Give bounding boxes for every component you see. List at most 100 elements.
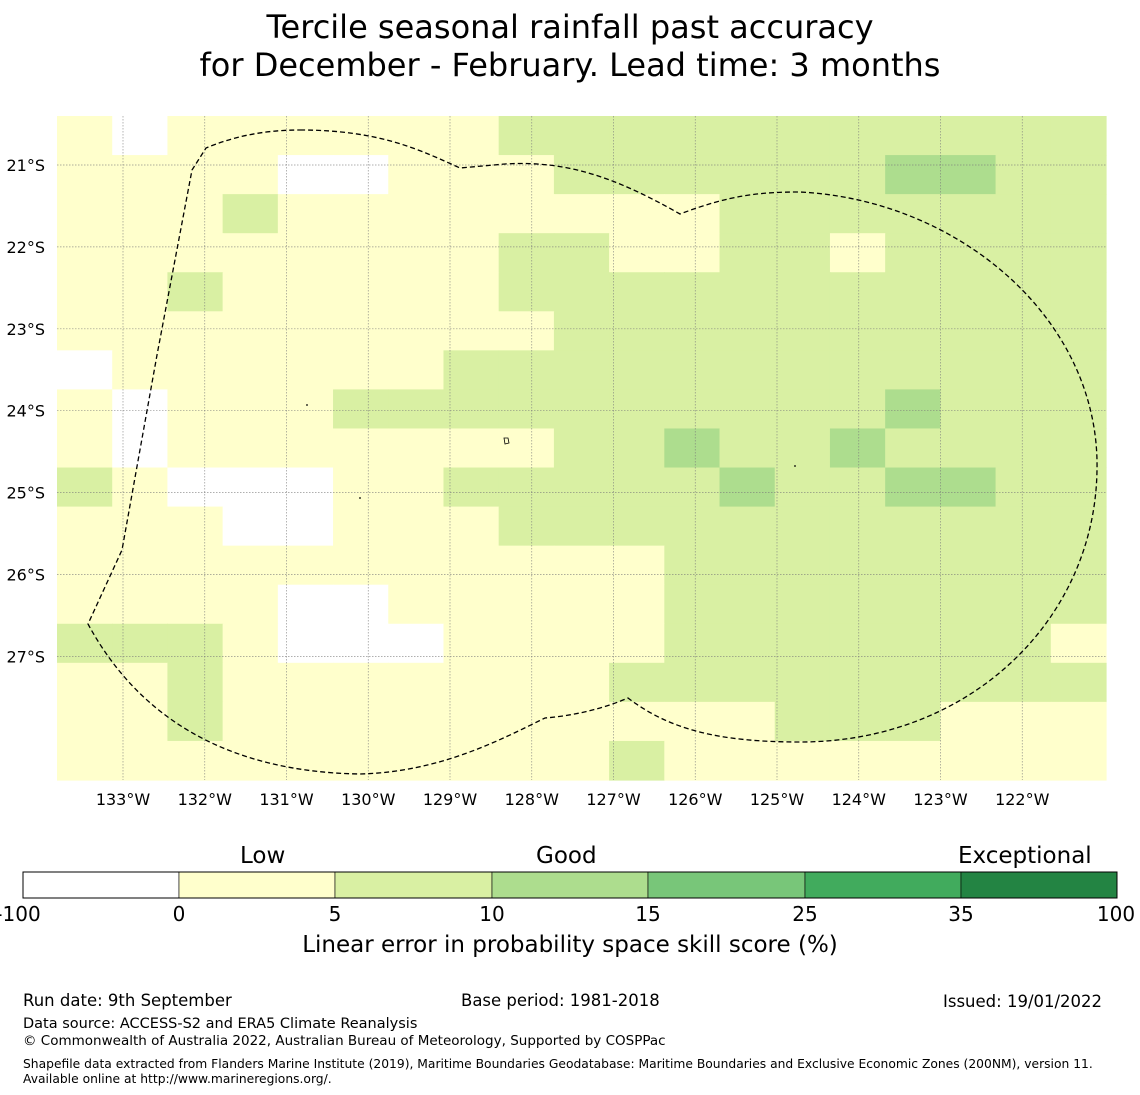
grid-cell [222,233,279,273]
grid-cell [333,311,389,351]
grid-cell [112,389,169,430]
grid-cell [829,194,886,234]
grid-cell [277,194,334,234]
grid-cell [885,545,941,586]
grid-cell [885,311,941,351]
grid-cell [940,467,997,508]
grid-cell [333,116,389,156]
grid-cell [277,662,334,703]
grid-cell [1050,272,1107,312]
grid-cell [333,155,389,195]
grid-cell [277,389,334,430]
grid-cell [995,194,1052,234]
grid-cell [829,350,886,391]
grid-cell [443,467,500,508]
grid-cell [719,467,776,508]
graticule [57,116,1106,780]
grid-cell [112,155,169,195]
colorbar-category-exceptional: Exceptional [958,843,1092,869]
grid-cell [498,701,555,742]
grid-cell [774,116,831,156]
grid-cell [885,467,941,508]
grid-cell [719,740,776,781]
grid-cell [277,272,334,312]
colorbar-segment [178,871,336,899]
grid-cell [498,116,555,156]
grid-cell [719,428,776,469]
grid-cell [885,428,941,469]
grid-cell [885,506,941,547]
colorbar-segment [804,871,962,899]
grid-cell [388,311,445,351]
grid-cell [664,623,721,664]
grid-cell [885,116,941,156]
grid-cell [1050,506,1107,547]
grid-cell [940,428,997,469]
grid-cell [995,155,1052,195]
longitude-label: 133°W [96,790,151,809]
grid-cell [443,428,500,469]
grid-cell [553,545,610,586]
grid-cell [774,350,831,391]
grid-cell [885,233,941,273]
grid-cell [774,272,831,312]
grid-cell [498,545,555,586]
grid-cell [829,506,886,547]
grid-cell [940,233,997,273]
grid-cell [498,623,555,664]
latitude-label: 26°S [6,566,45,585]
grid-cell [388,467,445,508]
grid-cell [333,623,389,664]
longitude-label: 128°W [505,790,560,809]
grid-cell [443,740,500,781]
grid-cell [940,116,997,156]
run-date: Run date: 9th September [23,991,232,1010]
grid-cell [885,584,941,625]
grid-cell [277,350,334,391]
grid-cell [885,350,941,391]
issued-date: Issued: 19/01/2022 [943,992,1103,1011]
grid-cell [664,428,721,469]
grid-cell [609,116,665,156]
longitude-label: 123°W [913,790,968,809]
grid-cell [277,623,334,664]
grid-cell [553,116,610,156]
grid-cell [553,272,610,312]
grid-cell [277,311,334,351]
grid-cell [553,584,610,625]
grid-cell [167,116,224,156]
grid-cell [277,701,334,742]
grid-cell [995,428,1052,469]
grid-cell [885,389,941,430]
grid-cell [553,233,610,273]
grid-cell [609,584,665,625]
grid-cell [829,584,886,625]
grid-cell [664,389,721,430]
grid-cell [222,701,279,742]
grid-cell [995,623,1052,664]
grid-cell [1050,389,1107,430]
grid-cell [995,701,1052,742]
grid-cell [719,272,776,312]
skill-grid [57,116,1107,781]
grid-cell [774,467,831,508]
grid-cell [498,740,555,781]
grid-cell [664,467,721,508]
grid-cell [112,701,169,742]
grid-cell [443,662,500,703]
colorbar-tick: 35 [948,902,974,926]
grid-cell [333,545,389,586]
grid-cell [995,116,1052,156]
grid-cell [995,389,1052,430]
grid-cell [664,194,721,234]
grid-cell [609,701,665,742]
grid-cell [553,155,610,195]
longitude-label: 125°W [750,790,805,809]
grid-cell [719,623,776,664]
grid-cell [664,233,721,273]
grid-cell [57,311,113,351]
grid-cell [664,545,721,586]
grid-cell [112,506,169,547]
grid-cell [940,155,997,195]
